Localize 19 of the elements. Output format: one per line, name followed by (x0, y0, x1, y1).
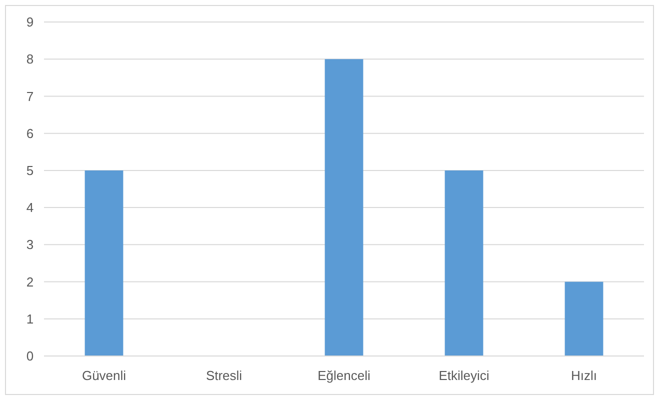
x-tick-label: Eğlenceli (318, 368, 370, 383)
x-tick-label: Hızlı (571, 368, 597, 383)
y-tick-label: 4 (26, 200, 34, 216)
y-tick-label: 3 (26, 237, 34, 252)
y-tick-label: 9 (26, 14, 34, 30)
bar (444, 170, 484, 356)
y-tick-label: 2 (26, 274, 34, 290)
x-tick-label: Stresli (206, 368, 242, 383)
y-tick-label: 6 (26, 126, 34, 141)
y-tick-label: 7 (26, 88, 34, 104)
bar (564, 282, 604, 356)
x-tick-label: Etkileyici (438, 368, 490, 383)
y-tick-label: 8 (26, 52, 34, 67)
y-tick-label: 1 (26, 311, 34, 326)
x-tick-label: Güvenli (82, 368, 126, 383)
bar (324, 59, 364, 356)
bar (84, 170, 124, 356)
y-tick-label: 5 (26, 162, 34, 178)
y-tick-label: 0 (26, 348, 34, 364)
